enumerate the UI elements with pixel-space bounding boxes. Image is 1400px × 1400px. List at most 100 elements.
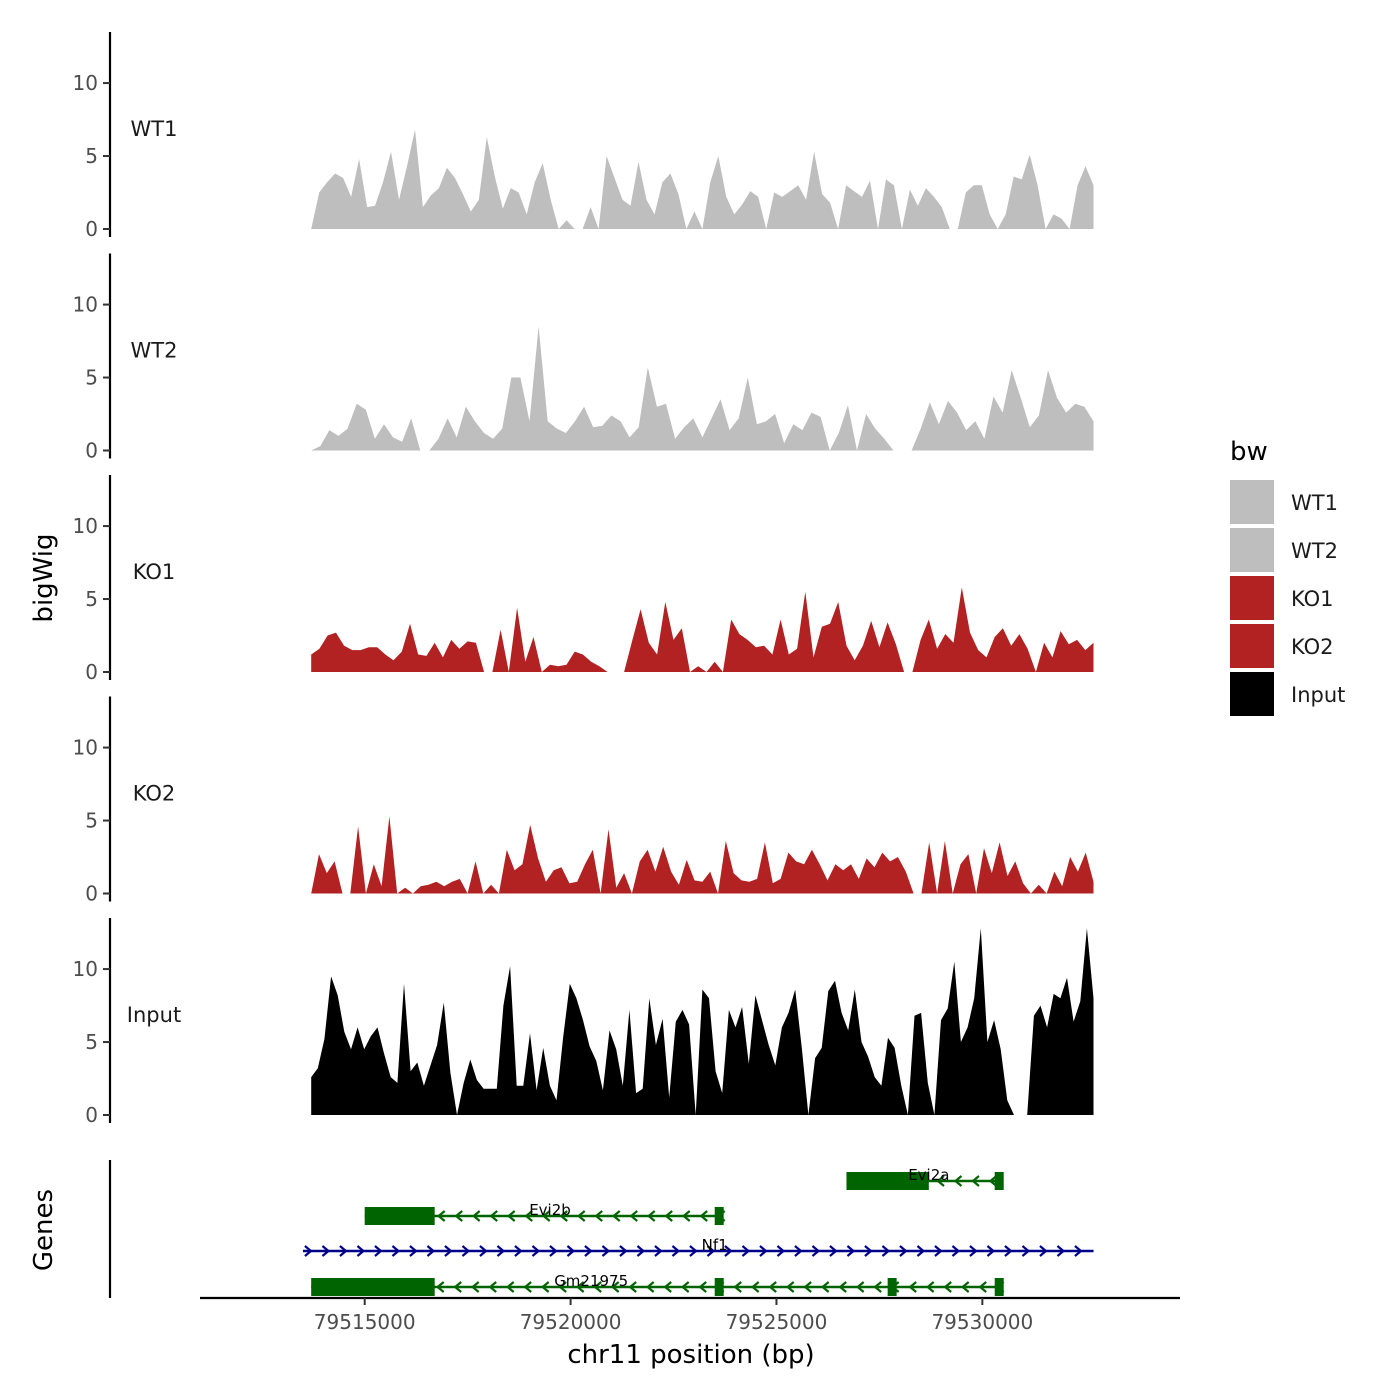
y-tick-label: 5	[85, 144, 98, 168]
strand-arrow	[776, 1245, 786, 1257]
strand-arrow	[601, 1245, 611, 1257]
y-tick-label: 10	[73, 71, 98, 95]
strand-arrow	[680, 1281, 690, 1293]
strand-arrow	[881, 1245, 891, 1257]
y-tick-label: 5	[85, 366, 98, 390]
y-tick-label: 0	[85, 660, 98, 684]
strand-arrow	[435, 1281, 445, 1293]
gene-label: Evi2a	[908, 1166, 949, 1184]
strand-arrow	[505, 1281, 515, 1293]
strand-arrow	[628, 1281, 637, 1293]
strand-arrow	[645, 1281, 655, 1293]
x-axis-title: chr11 position (bp)	[567, 1340, 814, 1370]
legend-label: WT2	[1291, 539, 1338, 563]
strand-arrow	[391, 1245, 401, 1257]
strand-arrow	[576, 1210, 586, 1222]
legend-swatch	[1230, 528, 1274, 572]
strand-arrow	[706, 1245, 716, 1257]
strand-arrow	[444, 1245, 453, 1257]
strand-arrow	[594, 1210, 603, 1222]
strand-arrow	[699, 1210, 708, 1222]
y-tick-label: 5	[85, 1030, 98, 1054]
y-tick-label: 5	[85, 587, 98, 611]
strand-arrow	[489, 1210, 498, 1222]
strand-arrow	[960, 1281, 970, 1293]
strand-arrow	[829, 1245, 838, 1257]
strand-arrow	[436, 1210, 446, 1222]
y-tick-label: 10	[73, 736, 98, 760]
strand-arrow	[864, 1245, 873, 1257]
strand-arrow	[664, 1210, 673, 1222]
strand-arrow	[873, 1281, 882, 1293]
strand-arrow	[1004, 1245, 1013, 1257]
strand-arrow	[953, 1175, 963, 1187]
exon	[714, 1207, 724, 1225]
strand-arrow	[681, 1210, 691, 1222]
strand-arrow	[759, 1245, 768, 1257]
strand-arrow	[426, 1245, 436, 1257]
strand-arrow	[908, 1281, 917, 1293]
strand-arrow	[304, 1245, 313, 1257]
strand-arrow	[943, 1281, 952, 1293]
track-panel-wt1: 0 5 10 WT1	[73, 32, 1094, 241]
strand-arrow	[471, 1210, 481, 1222]
strand-arrow	[689, 1245, 698, 1257]
x-tick-label: 79530000	[931, 1310, 1033, 1334]
strand-arrow	[409, 1245, 418, 1257]
x-tick-label: 79515000	[314, 1310, 416, 1334]
gene-label: Gm21975	[554, 1272, 628, 1290]
strand-arrow	[750, 1281, 760, 1293]
strand-arrow	[988, 1175, 998, 1187]
strand-arrow	[820, 1281, 830, 1293]
y-tick-label: 0	[85, 439, 98, 463]
gene-nf1: Nf1	[302, 1236, 1094, 1257]
strand-arrow	[321, 1245, 331, 1257]
strand-arrow	[671, 1245, 681, 1257]
strand-arrow	[803, 1281, 812, 1293]
strand-arrow	[506, 1210, 516, 1222]
strand-arrow	[629, 1210, 638, 1222]
strand-arrow	[838, 1281, 847, 1293]
signal-area-ko2	[311, 816, 1094, 894]
strand-arrow	[531, 1245, 541, 1257]
strand-arrow	[470, 1281, 480, 1293]
strand-arrow	[971, 1175, 980, 1187]
gene-evi2a: Evi2a	[846, 1166, 1004, 1190]
strand-arrow	[724, 1245, 733, 1257]
strand-arrow	[768, 1281, 777, 1293]
track-label-wt1: WT1	[131, 117, 178, 141]
strand-arrow	[698, 1281, 707, 1293]
strand-arrow	[899, 1245, 908, 1257]
legend-item-ko2: KO2	[1230, 624, 1334, 668]
strand-arrow	[811, 1245, 821, 1257]
strand-arrow	[558, 1281, 567, 1293]
x-tick-label: 79520000	[520, 1310, 622, 1334]
track-panel-input: 0 5 10 Input	[73, 918, 1094, 1127]
exon	[364, 1207, 435, 1225]
y-tick-label: 10	[73, 957, 98, 981]
strand-arrow	[1056, 1245, 1066, 1257]
strand-arrow	[453, 1281, 462, 1293]
legend-label: KO2	[1291, 635, 1334, 659]
strand-arrow	[794, 1245, 803, 1257]
y-axis-title-genes: Genes	[29, 1189, 59, 1271]
signal-area-wt2	[311, 326, 1094, 451]
legend-item-wt1: WT1	[1230, 480, 1338, 524]
gene-evi2b: Evi2b	[364, 1201, 726, 1225]
legend-title: bw	[1230, 437, 1268, 467]
exon	[714, 1278, 724, 1296]
y-tick-label: 10	[73, 293, 98, 317]
strand-arrow	[374, 1245, 383, 1257]
legend-item-input: Input	[1230, 672, 1345, 716]
strand-arrow	[611, 1210, 621, 1222]
strand-arrow	[610, 1281, 620, 1293]
signal-area-input	[311, 928, 1094, 1115]
strand-arrow	[540, 1281, 550, 1293]
legend-swatch	[1230, 576, 1274, 620]
strand-arrow	[514, 1245, 523, 1257]
strand-arrow	[566, 1245, 576, 1257]
legend-label: Input	[1291, 683, 1345, 707]
strand-arrow	[646, 1210, 656, 1222]
strand-arrow	[1021, 1245, 1031, 1257]
